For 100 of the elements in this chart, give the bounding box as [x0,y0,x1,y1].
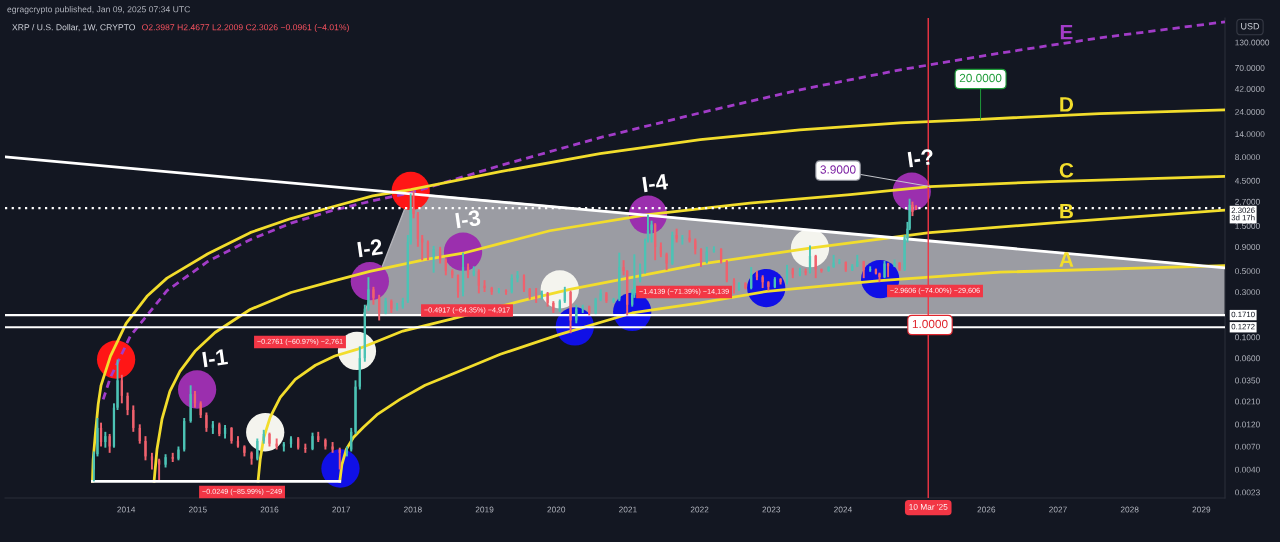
annotation: 1.0000 [912,319,948,329]
candlestick [869,265,872,273]
candlestick [838,257,841,266]
candlestick [832,253,835,269]
candlestick [535,287,538,304]
x-tick-label: 2015 [188,506,207,513]
y-tick-label: 0.3000 [1235,289,1260,296]
candlestick [779,277,782,286]
candlestick [883,259,886,280]
candlestick [558,298,561,313]
candlestick [827,265,830,273]
candlestick [665,251,668,272]
y-tick-label: 2.7000 [1235,198,1260,205]
candlestick [605,291,608,304]
series-label: B [1060,203,1073,219]
candlestick [744,281,747,291]
candlestick [205,411,208,433]
candlestick [804,267,807,277]
y-tick-label: 0.0023 [1235,489,1260,496]
candlestick [144,435,147,462]
y-tick-label: 130.0000 [1235,39,1270,46]
y-axis-title: USD [1241,23,1260,30]
candlestick [546,291,549,308]
candlestick [878,271,881,284]
annotation: 20.0000 [959,73,1002,83]
series-label: C [1059,162,1074,178]
candlestick [694,237,697,256]
x-tick-label: 2021 [619,506,637,513]
candlestick [767,280,770,292]
y-tick-label: 0.9000 [1235,244,1260,250]
candlestick [126,391,129,417]
x-tick-label: 2026 [977,506,996,513]
candlestick [911,200,914,218]
y-tick-label: 0.0120 [1235,421,1260,428]
annotation: I-4 [642,173,669,193]
candlestick [324,437,327,451]
x-tick-label: 2022 [690,506,709,513]
candlestick [898,261,901,272]
candlestick [157,457,161,481]
y-tick-label: 0.5000 [1235,268,1260,275]
y-tick-label: 0.0040 [1235,466,1260,473]
candlestick [820,267,823,274]
x-tick-label: 2020 [547,506,566,513]
candlestick [893,258,896,269]
line-series [101,20,1225,401]
candlestick [681,234,684,246]
x-tick-label: 2014 [117,506,136,513]
x-tick-label: 2024 [834,506,852,513]
candlestick [688,229,691,244]
candlestick [653,222,657,262]
y-tick-label: 1.5000 [1235,223,1260,229]
y-tick-label: 4.5000 [1234,177,1260,184]
text: XRP / U.S. Dollar, 1W, CRYPTO [12,23,136,32]
x-tick-label: 2019 [475,506,494,513]
ref-line-label: 10 Mar '25 [909,503,948,510]
annotation: I-3 [455,209,481,229]
point [177,370,217,409]
x-tick-label: 2023 [762,506,781,513]
candlestick [354,379,357,435]
y-tick-label: 0.0070 [1235,443,1260,450]
candlestick [311,431,314,452]
candlestick [177,445,180,462]
candlestick [171,451,174,463]
candlestick [243,444,246,458]
y-tick-label: 24.0000 [1235,109,1265,115]
y-tick-label: 70.0000 [1235,65,1265,71]
candlestick [483,279,486,293]
candlestick [552,300,555,314]
candlestick [401,296,404,310]
candlestick [164,453,167,469]
y-tick-label: 0.0210 [1235,398,1260,405]
y-tick-label: 14.0000 [1235,131,1265,138]
candlestick [675,227,678,244]
y-tick-label: 8.0000 [1235,154,1260,161]
candlestick [372,285,375,306]
candlestick [230,426,233,445]
x-tick-label: 2029 [1192,506,1211,513]
candlestick [516,270,519,284]
annotation: 3.9000 [820,165,856,174]
series-label: A [1059,252,1074,267]
candlestick [412,190,415,220]
x-tick-label: 2017 [332,506,351,513]
candlestick [218,421,221,438]
text: egragcrypto published, Jan 09, 2025 07:34 UTC [7,5,191,15]
series-label: E [1060,24,1073,40]
y-tick-label: 42.0000 [1234,86,1265,92]
candlestick [569,289,572,335]
candlestick [856,253,859,269]
candlestick [612,296,615,304]
x-tick-label: 2016 [260,506,279,513]
annotation: I-1 [202,348,228,368]
candlestick [862,259,865,280]
candlestick [331,441,334,454]
y-tick-label: 0.1000 [1235,334,1260,341]
candlestick [650,219,653,244]
y-tick-label: 0.0350 [1235,377,1260,384]
candlestick [211,420,215,435]
candlestick [390,298,393,314]
candlestick [268,431,271,448]
x-tick-label: 2018 [404,506,422,513]
